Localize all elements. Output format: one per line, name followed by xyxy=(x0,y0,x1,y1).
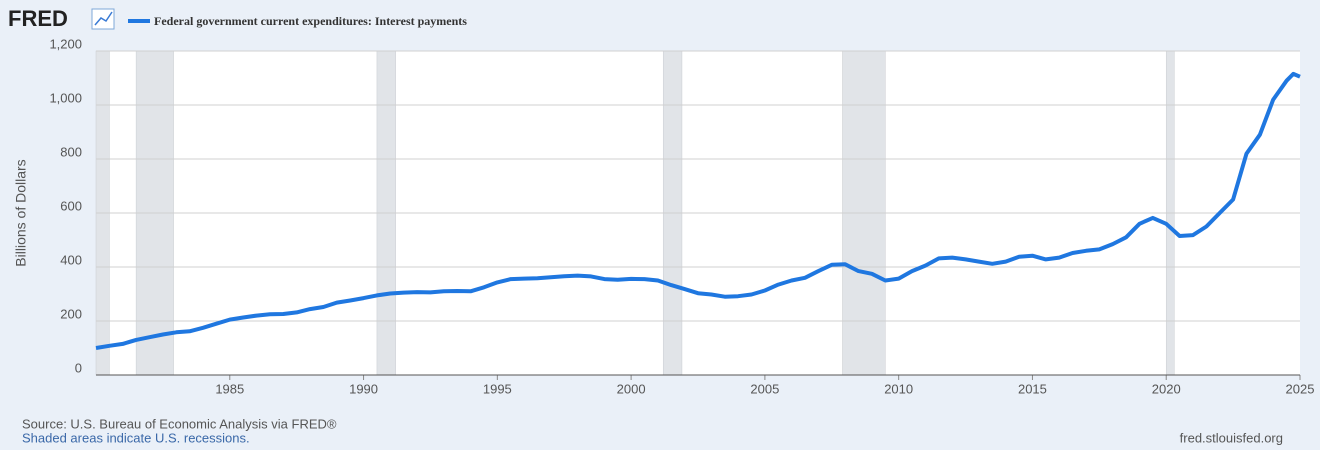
x-tick-label: 1985 xyxy=(215,381,244,396)
y-axis-label: Billions of Dollars xyxy=(13,159,29,266)
y-tick-label: 1,200 xyxy=(49,36,82,51)
note: Shaded areas indicate U.S. recessions. xyxy=(22,430,250,445)
x-tick-label: 2020 xyxy=(1152,381,1181,396)
y-tick-label: 0 xyxy=(75,360,82,375)
logo-icon xyxy=(91,8,115,30)
x-tick-label: 2005 xyxy=(750,381,779,396)
legend-label: Federal government current expenditures:… xyxy=(154,14,467,28)
source: Source: U.S. Bureau of Economic Analysis… xyxy=(22,416,337,431)
logo: FRED xyxy=(8,6,68,31)
y-tick-label: 1,000 xyxy=(49,90,82,105)
series-line xyxy=(95,71,1301,350)
y-tick-label: 600 xyxy=(60,198,82,213)
x-tick-label: 1990 xyxy=(349,381,378,396)
y-tick-label: 400 xyxy=(60,252,82,267)
x-tick-label: 2025 xyxy=(1286,381,1315,396)
x-tick-label: 2000 xyxy=(617,381,646,396)
x-tick-label: 1995 xyxy=(483,381,512,396)
site: fred.stlouisfed.org xyxy=(1180,430,1283,445)
x-tick-label: 2010 xyxy=(884,381,913,396)
y-tick-label: 800 xyxy=(60,144,82,159)
x-tick-label: 2015 xyxy=(1018,381,1047,396)
y-tick-label: 200 xyxy=(60,306,82,321)
